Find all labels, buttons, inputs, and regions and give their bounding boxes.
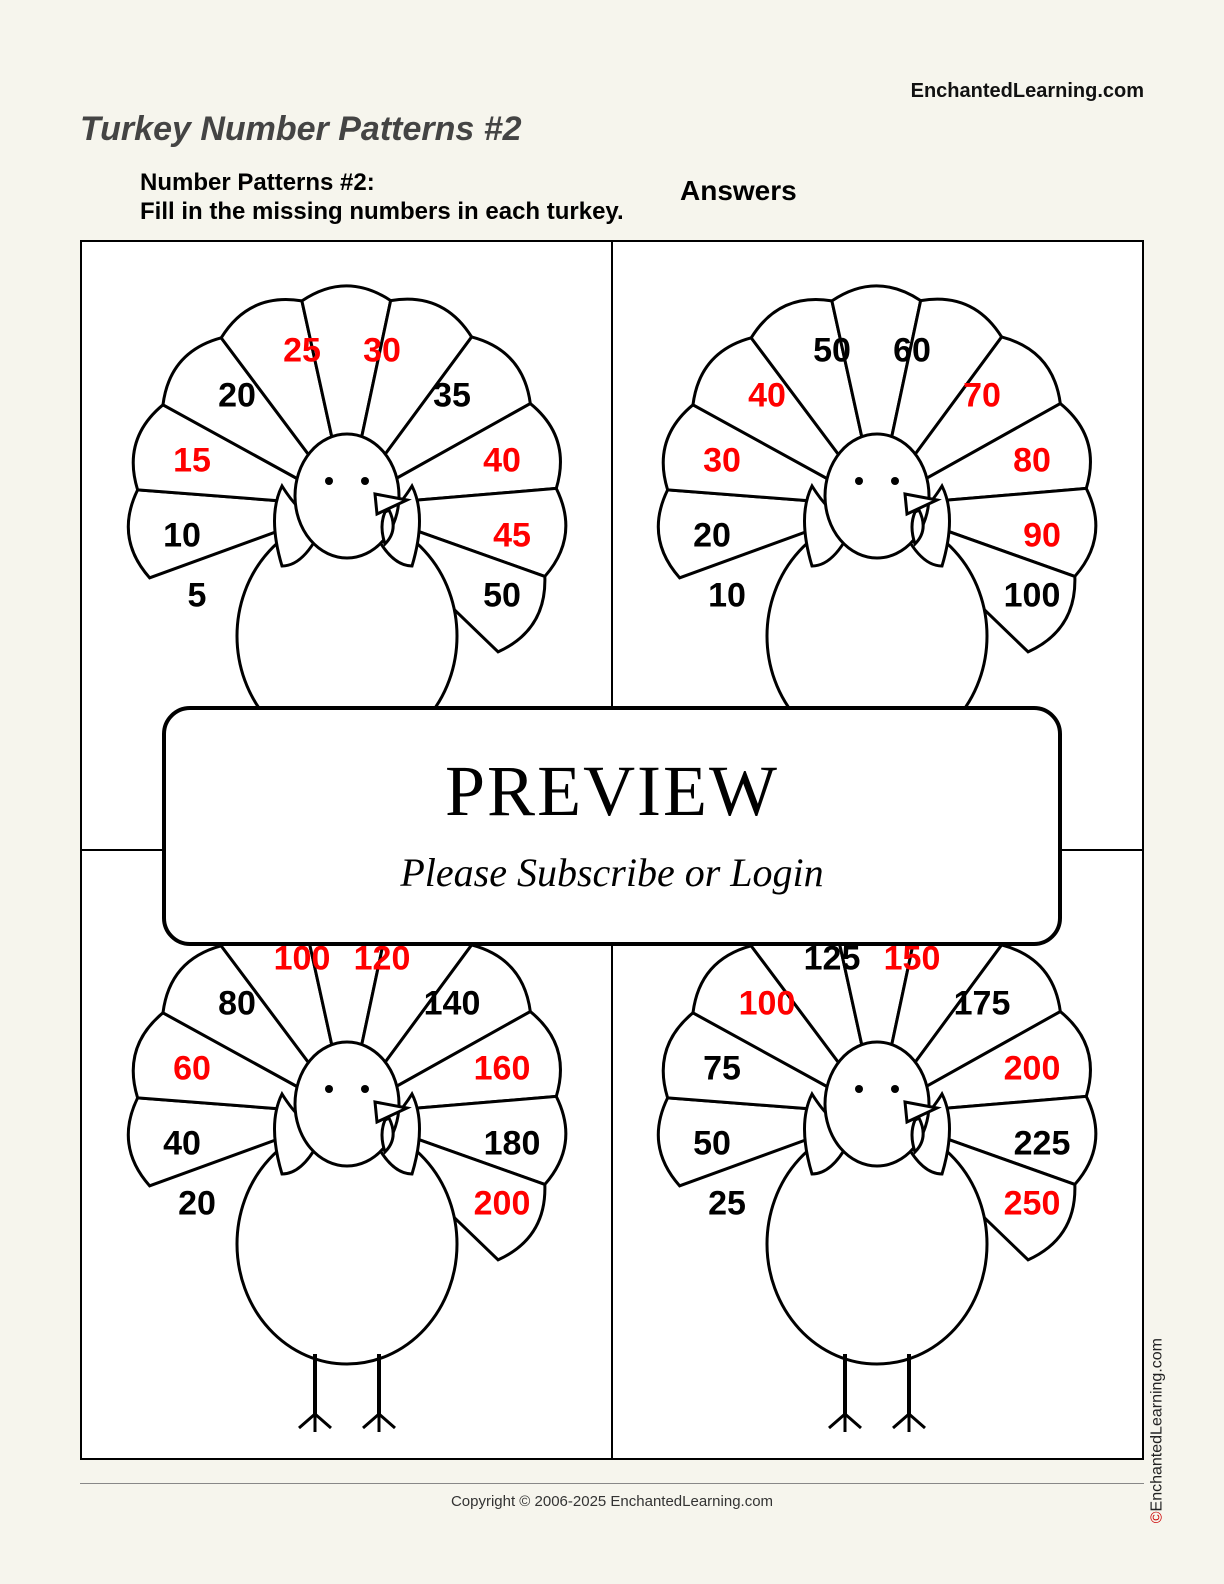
feather-number: 225 <box>1014 1125 1071 1164</box>
site-name: EnchantedLearning.com <box>911 80 1144 103</box>
feather-number: 30 <box>703 442 741 481</box>
footer-divider <box>80 1483 1144 1484</box>
feather-number: 35 <box>433 377 471 416</box>
feather-number: 75 <box>703 1050 741 1089</box>
answers-label: Answers <box>680 175 797 207</box>
preview-title: PREVIEW <box>186 750 1038 833</box>
feather-number: 25 <box>708 1185 746 1224</box>
feather-number: 10 <box>163 517 201 556</box>
feather-number: 175 <box>954 985 1011 1024</box>
feather-number: 20 <box>178 1185 216 1224</box>
feather-number: 10 <box>708 577 746 616</box>
feather-number: 25 <box>283 332 321 371</box>
copyright-symbol: © <box>1148 1511 1165 1523</box>
feather-number: 80 <box>1013 442 1051 481</box>
feather-number: 100 <box>739 985 796 1024</box>
worksheet-subtitle: Number Patterns #2: Fill in the missing … <box>140 169 1144 227</box>
preview-overlay: PREVIEW Please Subscribe or Login <box>162 706 1062 946</box>
feather-number: 200 <box>474 1185 531 1224</box>
worksheet-grid: 5101520253035404550 10203040506070809010… <box>80 240 1144 1460</box>
feather-number: 60 <box>893 332 931 371</box>
feather-number: 50 <box>693 1125 731 1164</box>
side-credit: ©EnchantedLearning.com <box>1148 1338 1166 1523</box>
feather-number: 20 <box>218 377 256 416</box>
feather-number: 200 <box>1004 1050 1061 1089</box>
feather-number: 40 <box>163 1125 201 1164</box>
preview-subtitle: Please Subscribe or Login <box>186 849 1038 896</box>
side-credit-text: EnchantedLearning.com <box>1148 1338 1165 1511</box>
turkey-4: 255075100125150175200225250 <box>637 874 1117 1434</box>
subtitle-line1: Number Patterns #2: <box>140 169 375 196</box>
feather-number: 20 <box>693 517 731 556</box>
feather-number: 30 <box>363 332 401 371</box>
turkey-3: 20406080100120140160180200 <box>107 874 587 1434</box>
feather-number: 80 <box>218 985 256 1024</box>
footer-copyright: Copyright © 2006-2025 EnchantedLearning.… <box>80 1493 1144 1510</box>
feather-number: 140 <box>424 985 481 1024</box>
feather-number: 45 <box>493 517 531 556</box>
feather-number: 40 <box>483 442 521 481</box>
feather-number: 5 <box>188 577 207 616</box>
feather-number: 60 <box>173 1050 211 1089</box>
page: EnchantedLearning.com Turkey Number Patt… <box>80 80 1144 1524</box>
feather-number: 50 <box>813 332 851 371</box>
feather-number: 160 <box>474 1050 531 1089</box>
feather-number: 70 <box>963 377 1001 416</box>
feather-number: 90 <box>1023 517 1061 556</box>
feather-number: 15 <box>173 442 211 481</box>
feather-number: 50 <box>483 577 521 616</box>
feather-number: 180 <box>484 1125 541 1164</box>
feather-number: 250 <box>1004 1185 1061 1224</box>
feather-number: 100 <box>1004 577 1061 616</box>
page-title: Turkey Number Patterns #2 <box>80 110 1144 149</box>
feather-number: 40 <box>748 377 786 416</box>
subtitle-line2: Fill in the missing numbers in each turk… <box>140 198 624 225</box>
